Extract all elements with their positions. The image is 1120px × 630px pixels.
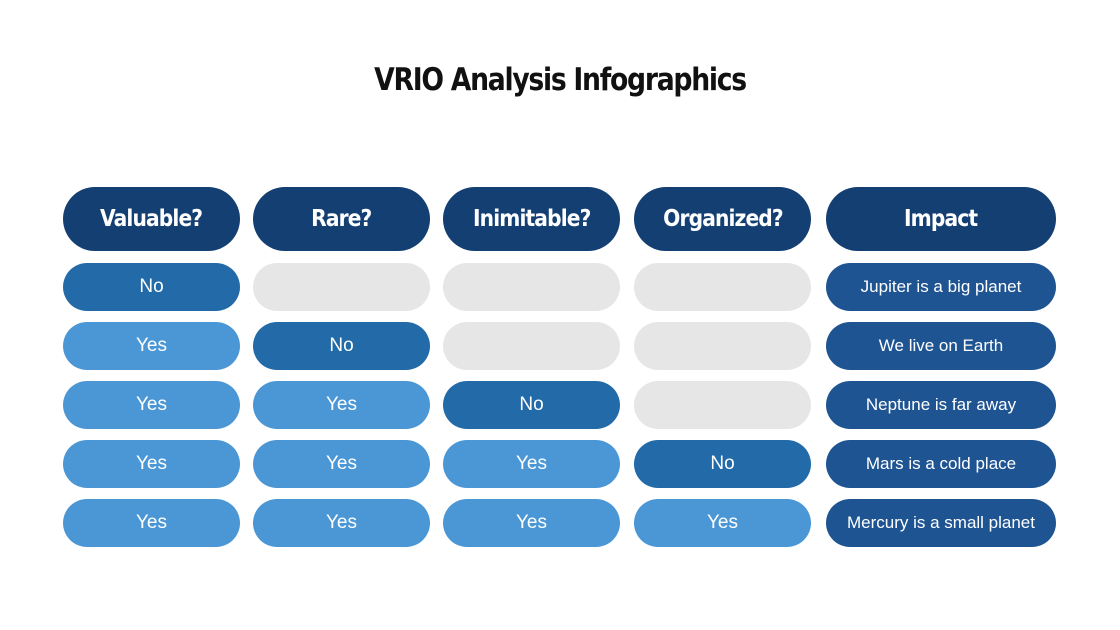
empty-cell bbox=[634, 263, 811, 311]
empty-cell bbox=[443, 322, 620, 370]
column-header: Organized? bbox=[634, 187, 811, 251]
answer-cell: Yes bbox=[443, 499, 620, 547]
answer-cell: Yes bbox=[443, 440, 620, 488]
impact-cell: Mars is a cold place bbox=[826, 440, 1056, 488]
empty-cell bbox=[634, 322, 811, 370]
impact-cell: We live on Earth bbox=[826, 322, 1056, 370]
page-title: VRIO Analysis Infographics bbox=[374, 62, 747, 98]
answer-cell: Yes bbox=[253, 381, 430, 429]
column-header: Inimitable? bbox=[443, 187, 620, 251]
answer-cell: Yes bbox=[63, 322, 240, 370]
column-header-label: Organized? bbox=[662, 206, 784, 232]
answer-cell: Yes bbox=[634, 499, 811, 547]
column-header-label: Rare? bbox=[311, 206, 372, 232]
impact-cell: Mercury is a small planet bbox=[826, 499, 1056, 547]
column-header-label: Valuable? bbox=[100, 206, 203, 232]
empty-cell bbox=[443, 263, 620, 311]
column-header-label: Impact bbox=[904, 206, 978, 232]
column-header: Rare? bbox=[253, 187, 430, 251]
answer-cell: No bbox=[253, 322, 430, 370]
empty-cell bbox=[634, 381, 811, 429]
answer-cell: Yes bbox=[63, 381, 240, 429]
answer-cell: No bbox=[63, 263, 240, 311]
answer-cell: Yes bbox=[253, 440, 430, 488]
answer-cell: Yes bbox=[63, 440, 240, 488]
column-header: Impact bbox=[826, 187, 1056, 251]
impact-cell: Jupiter is a big planet bbox=[826, 263, 1056, 311]
answer-cell: No bbox=[634, 440, 811, 488]
answer-cell: Yes bbox=[253, 499, 430, 547]
answer-cell: Yes bbox=[63, 499, 240, 547]
empty-cell bbox=[253, 263, 430, 311]
column-header-label: Inimitable? bbox=[472, 206, 591, 232]
answer-cell: No bbox=[443, 381, 620, 429]
impact-cell: Neptune is far away bbox=[826, 381, 1056, 429]
column-header: Valuable? bbox=[63, 187, 240, 251]
